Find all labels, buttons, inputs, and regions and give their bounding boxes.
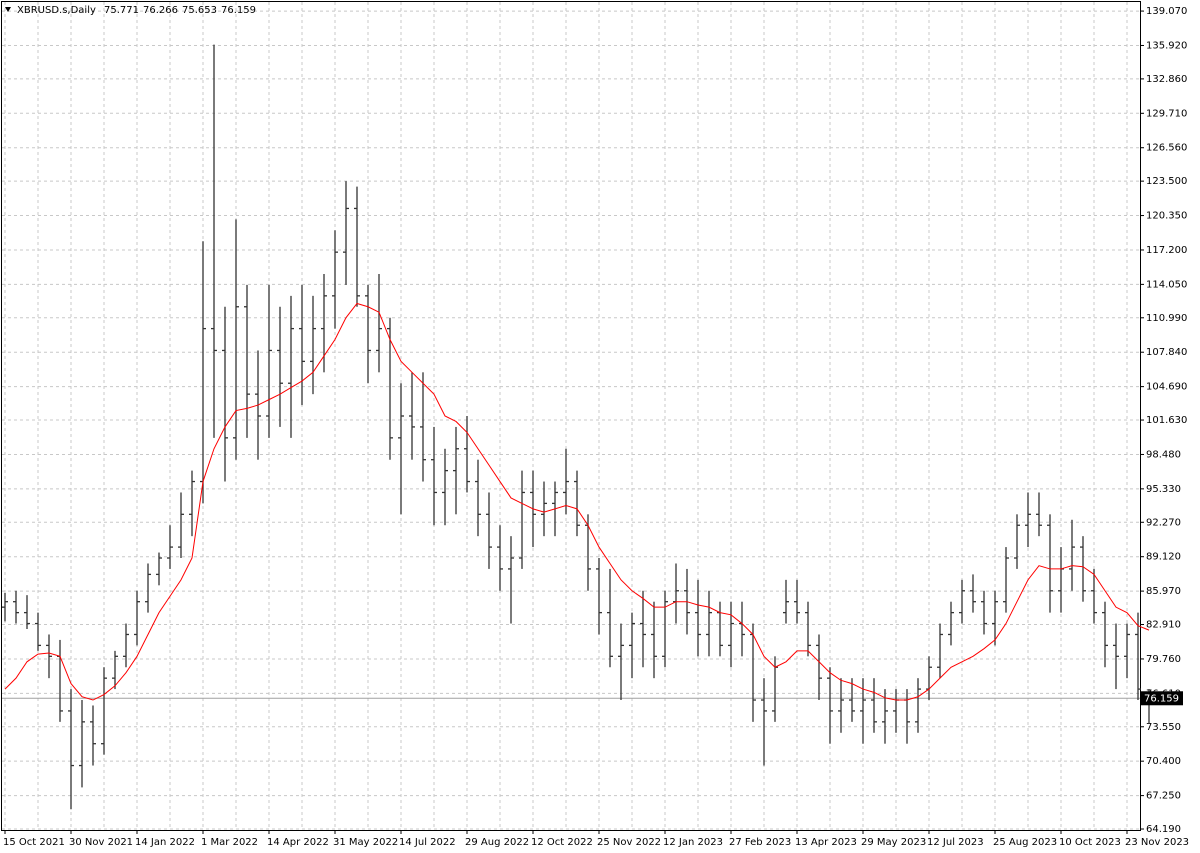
x-tick-label: 10 Oct 2023 (1059, 837, 1121, 848)
chart-title: XBRUSD.s,Daily (17, 5, 96, 16)
header-value: 75.771 (104, 5, 139, 16)
price-label-bg (1141, 691, 1183, 706)
x-tick-label: 12 Jul 2023 (927, 837, 984, 848)
y-tick-label: 98.480 (1146, 449, 1181, 460)
x-tick-label: 14 Apr 2022 (267, 837, 329, 848)
y-tick-label: 123.500 (1146, 176, 1187, 187)
y-tick-label: 82.910 (1146, 620, 1181, 631)
x-tick-label: 12 Oct 2022 (531, 837, 593, 848)
x-tick-label: 14 Jan 2022 (135, 837, 195, 848)
y-tick-label: 120.350 (1146, 211, 1187, 222)
y-tick-label: 110.990 (1146, 313, 1187, 324)
y-tick-label: 117.200 (1146, 245, 1187, 256)
x-tick-label: 23 Nov 2023 (1125, 837, 1189, 848)
y-tick-label: 95.330 (1146, 484, 1181, 495)
plot-border (1, 1, 1141, 831)
y-tick-label: 92.270 (1146, 517, 1181, 528)
x-tick-label: 31 May 2022 (333, 837, 398, 848)
x-tick-label: 30 Nov 2021 (69, 837, 133, 848)
x-tick-label: 27 Feb 2023 (729, 837, 791, 848)
y-tick-label: 85.970 (1146, 586, 1181, 597)
y-tick-label: 64.190 (1146, 824, 1181, 835)
y-tick-label: 107.840 (1146, 347, 1187, 358)
y-tick-label: 104.690 (1146, 382, 1187, 393)
y-tick-label: 139.070 (1146, 6, 1187, 17)
x-tick-label: 12 Jan 2023 (663, 837, 723, 848)
x-tick-label: 25 Aug 2023 (993, 837, 1057, 848)
y-tick-label: 132.860 (1146, 74, 1187, 85)
y-tick-label: 135.920 (1146, 40, 1187, 51)
x-tick-label: 14 Jul 2022 (399, 837, 456, 848)
moving-average (4, 302, 1150, 701)
y-tick-label: 114.050 (1146, 279, 1187, 290)
header-value: 76.266 (143, 5, 178, 16)
header-value: 76.159 (221, 5, 256, 16)
x-tick-label: 29 May 2023 (861, 837, 926, 848)
y-tick-label: 70.400 (1146, 756, 1181, 767)
x-tick-label: 25 Nov 2022 (597, 837, 661, 848)
x-tick-label: 15 Oct 2021 (3, 837, 65, 848)
y-tick-label: 89.120 (1146, 552, 1181, 563)
menu-triangle (5, 7, 11, 12)
y-tick-label: 73.550 (1146, 722, 1181, 733)
x-tick-label: 13 Apr 2023 (795, 837, 857, 848)
y-tick-label: 126.560 (1146, 143, 1187, 154)
price-label: 76.159 (1144, 693, 1179, 704)
header-value: 75.653 (182, 5, 217, 16)
x-tick-label: 29 Aug 2022 (465, 837, 529, 848)
y-tick-label: 101.630 (1146, 415, 1187, 426)
y-tick-label: 129.710 (1146, 108, 1187, 119)
x-tick-label: 1 Mar 2022 (201, 837, 258, 848)
y-tick-label: 67.250 (1146, 791, 1181, 802)
y-tick-label: 79.760 (1146, 654, 1181, 665)
